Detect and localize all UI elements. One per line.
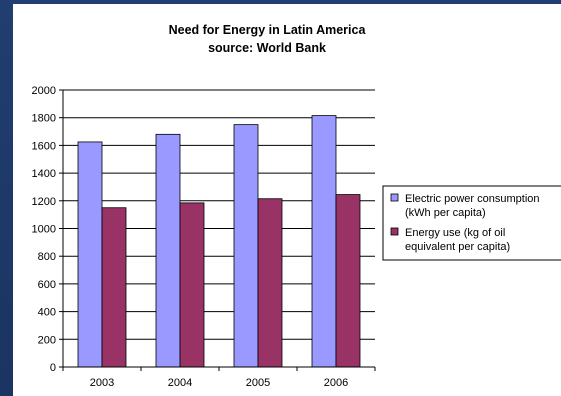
bar-energy-use-2006 <box>335 194 361 368</box>
bar-energy-use-2005 <box>257 198 283 368</box>
legend: Electric power consumption (kWh per capit… <box>382 185 561 261</box>
y-tick-label: 600 <box>38 279 56 291</box>
legend-label: Electric power consumption <box>405 193 540 205</box>
y-tick-label: 1200 <box>32 196 56 208</box>
axes: 0 200 400 600 800 1000 1200 1400 1600 1800 2000 200… <box>32 85 376 389</box>
y-tick-label: 400 <box>38 307 56 319</box>
y-tick-label: 1400 <box>32 168 56 180</box>
legend-label: equivalent per capita) <box>405 241 510 253</box>
x-tick-label: 2005 <box>246 377 270 389</box>
legend-label: Energy use (kg of oil <box>405 227 505 239</box>
bar-energy-use-2004 <box>179 202 205 368</box>
legend-box <box>382 185 561 261</box>
y-tick-label: 200 <box>38 334 56 346</box>
x-tick-label: 2004 <box>168 377 192 389</box>
y-tick-label: 1000 <box>32 224 56 236</box>
chart-title: Need for Energy in Latin America <box>169 23 367 37</box>
bar-energy-use-2003 <box>101 207 127 368</box>
y-tick-label: 1600 <box>32 140 56 152</box>
y-tick-label: 1800 <box>32 113 56 125</box>
bar-electric-power-2003 <box>77 141 103 368</box>
legend-label: (kWh per capita) <box>405 207 486 219</box>
chart-subtitle: source: World Bank <box>208 41 326 55</box>
y-tick-label: 0 <box>50 362 56 374</box>
y-tick-label: 2000 <box>32 85 56 97</box>
bar-electric-power-2004 <box>155 133 181 368</box>
legend-swatch <box>390 193 399 202</box>
bar-electric-power-2006 <box>311 115 337 368</box>
chart: Need for Energy in Latin America source:… <box>32 23 561 389</box>
x-tick-label: 2006 <box>324 377 348 389</box>
bar-electric-power-2005 <box>233 124 259 368</box>
legend-swatch <box>390 227 399 236</box>
x-tick-label: 2003 <box>90 377 114 389</box>
bars <box>77 115 361 368</box>
chart-panel: Need for Energy in Latin America source:… <box>13 4 561 396</box>
y-tick-label: 800 <box>38 251 56 263</box>
